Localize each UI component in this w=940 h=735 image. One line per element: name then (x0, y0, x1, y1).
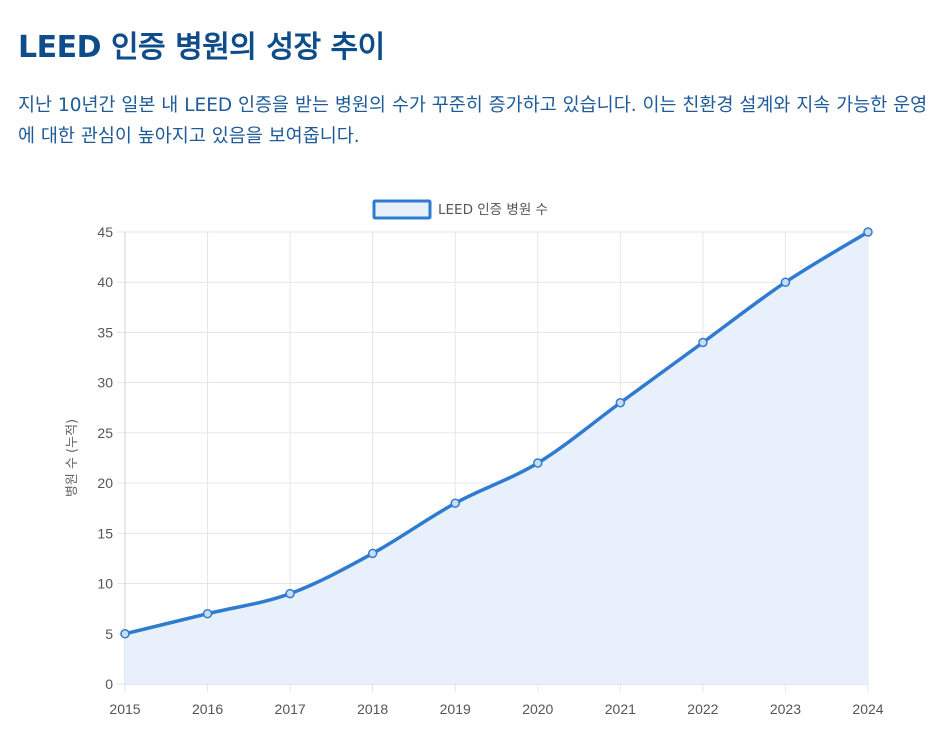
data-point[interactable] (285, 588, 295, 599)
data-point[interactable] (615, 398, 626, 408)
x-axis-ticks: 2015 2016 2017 2018 2019 2020 2021 2022 2023 2024 (109, 701, 883, 717)
legend-label: LEED 인증 병원 수 (438, 202, 548, 218)
y-tick-label: 30 (97, 375, 113, 391)
data-point[interactable] (780, 277, 791, 287)
y-tick-label: 40 (97, 274, 113, 290)
chart-legend[interactable]: LEED 인증 병원 수 (372, 199, 548, 220)
y-tick-label: 10 (97, 576, 113, 592)
data-point[interactable] (533, 458, 543, 468)
x-tick-label: 2015 (109, 701, 140, 717)
x-tick-label: 2022 (687, 701, 718, 717)
data-point[interactable] (202, 608, 213, 619)
y-tick-label: 5 (105, 626, 113, 642)
series-area (125, 232, 868, 684)
data-point[interactable] (120, 629, 130, 639)
x-tick-label: 2021 (605, 701, 636, 717)
y-tick-label: 20 (97, 475, 113, 491)
x-tick-label: 2024 (852, 701, 883, 717)
series-points (120, 227, 873, 639)
y-tick-label: 0 (105, 676, 113, 692)
x-tick-label: 2023 (770, 701, 801, 717)
x-tick-label: 2017 (275, 701, 306, 717)
x-tick-label: 2020 (522, 701, 553, 717)
data-point[interactable] (698, 337, 708, 348)
y-tick-label: 15 (97, 525, 113, 541)
y-axis-title: 병원 수 (누적) (65, 419, 80, 497)
x-tick-label: 2016 (192, 701, 223, 717)
legend-swatch (372, 199, 432, 220)
page-title: LEED 인증 병원의 성장 추이 (18, 30, 385, 65)
y-tick-label: 35 (97, 324, 113, 340)
data-point[interactable] (450, 498, 460, 508)
data-point[interactable] (367, 548, 378, 559)
page-description: 지난 10년간 일본 내 LEED 인증을 받는 병원의 수가 꾸준히 증가하고… (18, 95, 928, 147)
y-axis-ticks: 0 5 10 15 20 25 30 35 40 45 (97, 224, 113, 692)
data-point[interactable] (863, 227, 873, 237)
x-tick-label: 2019 (440, 701, 471, 717)
y-tick-label: 25 (97, 425, 113, 441)
y-tick-label: 45 (97, 224, 113, 240)
x-tick-label: 2018 (357, 701, 388, 717)
series-line (124, 230, 869, 636)
